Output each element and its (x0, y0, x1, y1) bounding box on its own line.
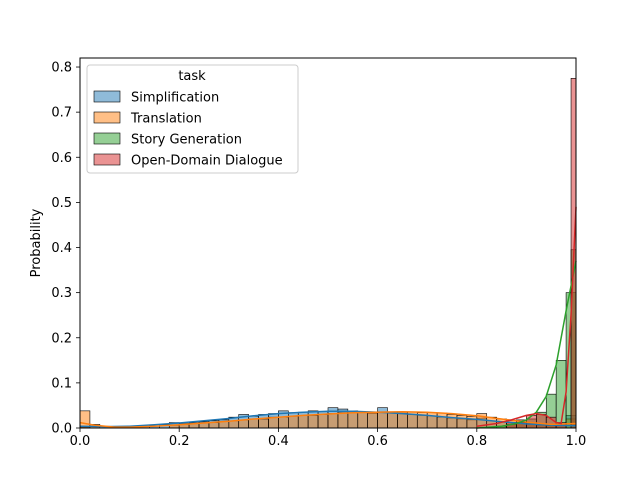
legend-entry: Translation (130, 112, 202, 127)
bar-translation (387, 411, 398, 429)
bar-translation (456, 415, 468, 429)
y-tick-label: 0.3 (51, 286, 72, 301)
bar-translation (377, 411, 388, 429)
legend: task Simplification Translation Story Gener… (86, 64, 299, 174)
kde-layer (79, 206, 577, 429)
y-tick-label: 0.4 (51, 241, 72, 256)
y-tick-label: 0.2 (51, 331, 72, 346)
bar-translation (248, 418, 259, 429)
bar-translation (307, 415, 319, 429)
plot-frame (79, 57, 577, 429)
bar-story-generation (555, 360, 567, 429)
kde-line-translation (79, 411, 577, 428)
bar-translation (268, 416, 279, 429)
bar-translation (466, 415, 478, 429)
kde-line-story-generation (476, 260, 577, 429)
x-tick-label: 0.0 (70, 434, 91, 449)
x-axis: 0.0 0.2 0.4 0.6 0.8 1.0 (70, 428, 587, 449)
y-tick-label: 0.7 (51, 106, 72, 121)
y-tick-label: 0.6 (51, 151, 72, 166)
y-tick-label: 0.1 (51, 376, 72, 391)
legend-entry: Open-Domain Dialogue (131, 154, 283, 169)
bar-translation (436, 412, 448, 429)
y-tick-label: 0.0 (51, 422, 72, 437)
legend-entry: Story Generation (131, 133, 242, 148)
bar-translation (347, 412, 359, 429)
legend-swatch (93, 132, 121, 145)
x-tick-label: 0.6 (367, 434, 388, 449)
kde-line-simplification (79, 410, 577, 428)
y-axis-label: Probability (29, 208, 44, 277)
y-axis: 0.0 0.1 0.2 0.3 0.4 0.5 0.6 0.7 0.8 (51, 61, 80, 437)
bar-translation (238, 419, 249, 429)
y-tick-label: 0.8 (51, 61, 72, 76)
x-tick-label: 0.8 (466, 434, 487, 449)
bar-translation (218, 421, 230, 429)
legend-swatch (93, 111, 121, 124)
y-tick-label: 0.5 (51, 196, 72, 211)
legend-swatch (93, 90, 121, 103)
bar-translation (337, 412, 349, 429)
x-tick-label: 1.0 (566, 434, 587, 449)
bar-translation (278, 416, 289, 429)
bar-translation (79, 410, 91, 429)
bar-open-domain-dialogue (536, 414, 547, 429)
bar-translation (258, 418, 269, 429)
bar-translation (228, 420, 240, 429)
bar-translation (297, 415, 309, 429)
legend-entry: Simplification (131, 91, 219, 106)
legend-swatch (93, 153, 121, 166)
bar-translation (317, 414, 329, 429)
x-tick-label: 0.4 (268, 434, 289, 449)
bar-translation (327, 413, 339, 429)
kde-line-open-domain-dialogue (476, 206, 577, 427)
bar-translation (288, 415, 299, 429)
bar-translation (446, 414, 458, 429)
legend-title: task (178, 69, 206, 84)
bar-translation (208, 422, 220, 429)
x-tick-label: 0.2 (169, 434, 190, 449)
bar-translation (357, 411, 368, 429)
bar-translation (367, 411, 378, 429)
legend-box (86, 64, 299, 174)
